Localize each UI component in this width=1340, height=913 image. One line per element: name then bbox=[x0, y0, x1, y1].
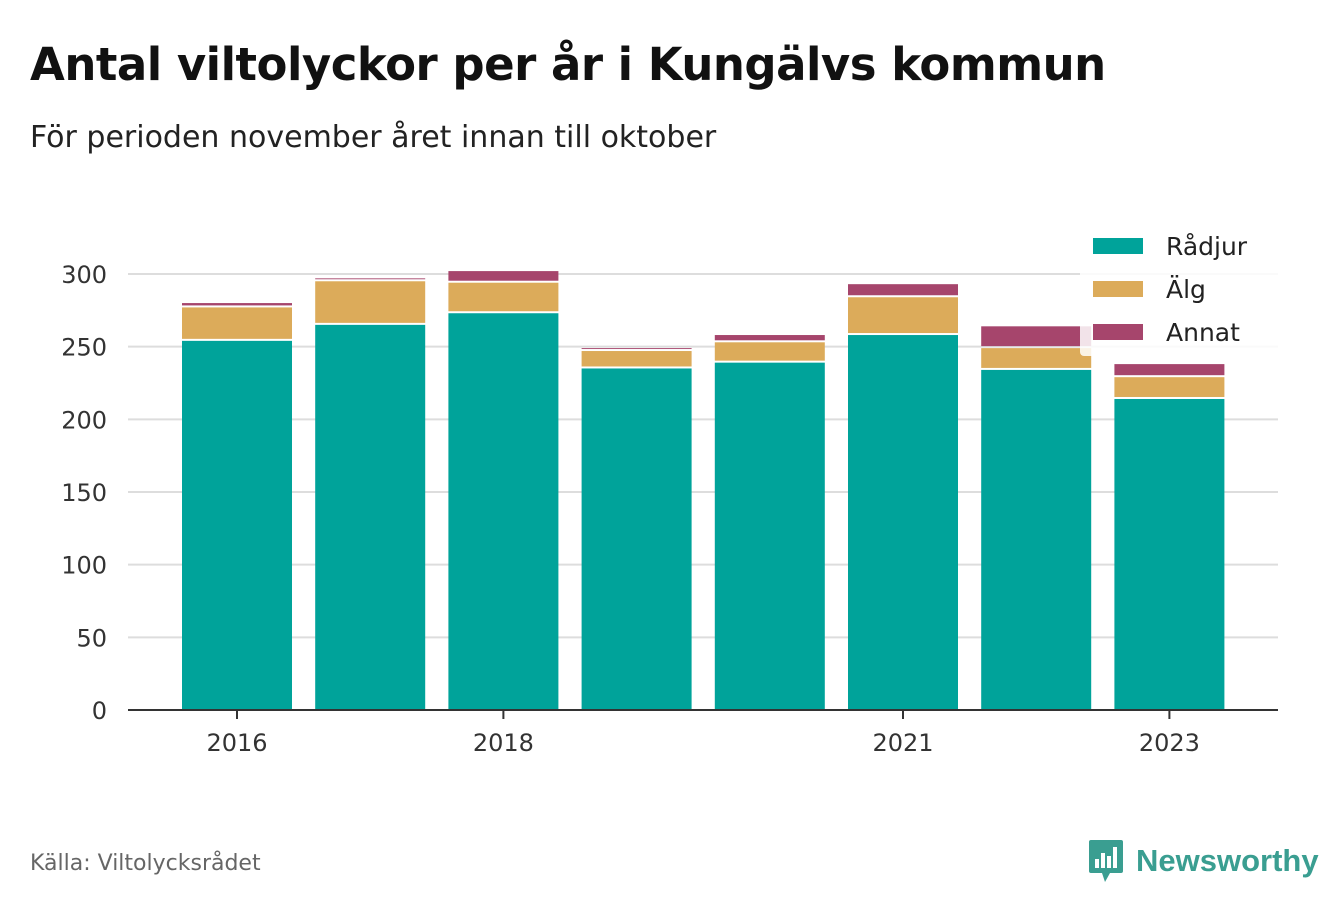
bar-2016-annat bbox=[182, 303, 292, 306]
brand-name: Newsworthy bbox=[1136, 843, 1319, 878]
x-tick-label: 2021 bbox=[872, 729, 933, 757]
bar-2020-älg bbox=[714, 342, 825, 361]
bar-2019-annat bbox=[581, 348, 692, 350]
bar-2018-rådjur bbox=[448, 313, 559, 710]
bar-2022-rådjur bbox=[981, 369, 1092, 710]
legend-label: Älg bbox=[1166, 275, 1206, 304]
bar-2017-rådjur bbox=[315, 324, 426, 710]
legend-background bbox=[1080, 224, 1280, 356]
bar-2023-rådjur bbox=[1114, 398, 1225, 710]
chart-title: Antal viltolyckor per år i Kungälvs komm… bbox=[30, 38, 1106, 91]
chat-bubble-bar-chart-icon bbox=[1089, 840, 1123, 882]
y-tick-label: 200 bbox=[61, 406, 107, 434]
axes: 0 50 100 150 200 250 300 2016 2018 2021 2023 bbox=[61, 261, 1278, 757]
bar-2018-annat bbox=[448, 271, 559, 281]
y-tick-label: 0 bbox=[92, 697, 107, 725]
bar-2021-älg bbox=[848, 297, 958, 334]
bar-2019-älg bbox=[581, 351, 692, 367]
legend-label: Rådjur bbox=[1166, 232, 1248, 261]
bar-2021-rådjur bbox=[848, 335, 958, 710]
x-tick-label: 2018 bbox=[473, 729, 534, 757]
bar-2023-annat bbox=[1114, 364, 1225, 376]
chart-subtitle: För perioden november året innan till ok… bbox=[30, 120, 717, 155]
bar-2022-annat bbox=[981, 326, 1092, 347]
x-tick-label: 2016 bbox=[206, 729, 267, 757]
bar-2023-älg bbox=[1114, 377, 1225, 397]
bar-2017-annat bbox=[315, 278, 426, 280]
legend-swatch-älg bbox=[1093, 281, 1143, 297]
bar-2016-rådjur bbox=[182, 340, 292, 710]
y-tick-label: 100 bbox=[61, 552, 107, 580]
y-tick-label: 50 bbox=[76, 624, 107, 652]
bar-2021-annat bbox=[848, 284, 958, 296]
bar-2022-älg bbox=[981, 348, 1092, 368]
x-tick-label: 2023 bbox=[1139, 729, 1200, 757]
source-note: Källa: Viltolycksrådet bbox=[30, 851, 261, 876]
bars bbox=[182, 271, 1225, 710]
legend: Rådjur Älg Annat bbox=[1080, 224, 1280, 356]
bar-2018-älg bbox=[448, 282, 559, 312]
bar-2016-älg bbox=[182, 307, 292, 339]
brand-logo: Newsworthy bbox=[1088, 838, 1319, 884]
legend-swatch-annat bbox=[1093, 324, 1143, 340]
y-tick-label: 300 bbox=[61, 261, 107, 289]
y-tick-label: 150 bbox=[61, 479, 107, 507]
bar-2019-rådjur bbox=[581, 368, 692, 710]
y-tick-label: 250 bbox=[61, 334, 107, 362]
legend-label: Annat bbox=[1166, 318, 1240, 347]
bar-2020-annat bbox=[714, 335, 825, 341]
bar-2017-älg bbox=[315, 281, 426, 323]
bar-2020-rådjur bbox=[714, 362, 825, 710]
legend-swatch-rådjur bbox=[1093, 238, 1143, 254]
